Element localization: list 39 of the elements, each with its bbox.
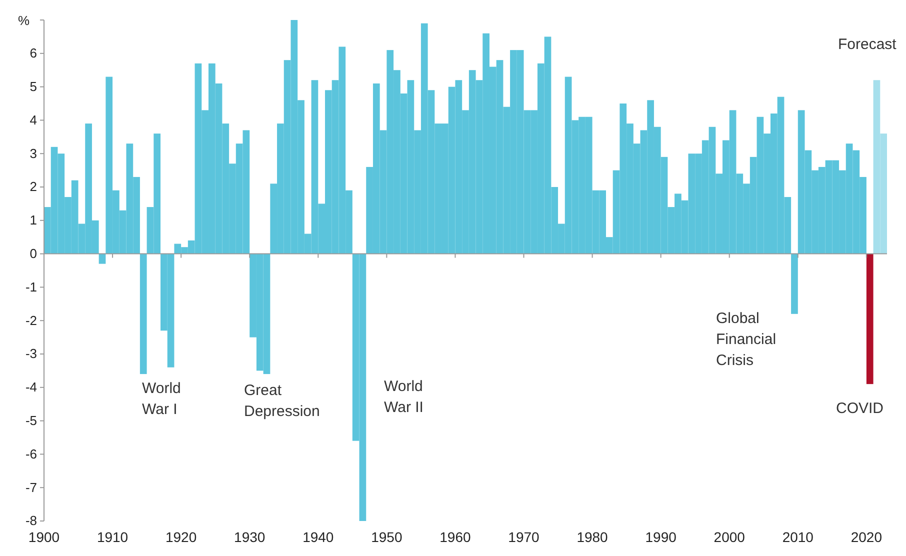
y-tick-label: 1 bbox=[30, 212, 37, 228]
y-tick-label: 3 bbox=[30, 146, 37, 161]
annotation: COVID bbox=[836, 400, 884, 417]
y-tick-label: -4 bbox=[25, 380, 37, 395]
y-tick-label: 2 bbox=[30, 179, 37, 194]
annotation: World War I bbox=[142, 380, 181, 418]
x-tick-label: 1920 bbox=[165, 529, 197, 545]
y-axis-title: % bbox=[18, 13, 30, 28]
y-tick-label: 0 bbox=[30, 246, 37, 261]
y-tick-label: -5 bbox=[25, 412, 37, 428]
annotation: World War II bbox=[384, 378, 424, 416]
x-tick-label: 1990 bbox=[645, 529, 677, 545]
x-tick-label: 1970 bbox=[508, 529, 540, 545]
y-tick-label: 6 bbox=[30, 46, 37, 61]
annotation: Global Financial Crisis bbox=[716, 310, 776, 369]
x-tick-label: 2010 bbox=[782, 529, 814, 545]
y-tick-label: -3 bbox=[25, 346, 37, 362]
bar bbox=[791, 254, 798, 314]
bar bbox=[140, 254, 147, 374]
x-tick-label: 1960 bbox=[440, 529, 471, 545]
x-tick-label: 2020 bbox=[850, 529, 882, 545]
y-tick-label: 5 bbox=[30, 78, 37, 94]
x-tick-label: 1900 bbox=[28, 529, 60, 545]
x-tick-label: 2000 bbox=[714, 529, 746, 545]
x-tick-label: 1950 bbox=[371, 529, 402, 545]
x-tick-label: 1930 bbox=[234, 529, 266, 545]
annotation: Great Depression bbox=[244, 382, 320, 420]
x-tick-label: 1910 bbox=[96, 529, 128, 545]
x-tick-label: 1980 bbox=[576, 529, 608, 545]
annotation: Forecast bbox=[838, 36, 898, 53]
y-tick-label: -6 bbox=[25, 446, 37, 462]
x-tick-label: 1940 bbox=[302, 529, 334, 545]
bar bbox=[866, 254, 874, 384]
y-tick-label: 4 bbox=[30, 112, 37, 128]
y-tick-label: -7 bbox=[25, 480, 37, 495]
y-tick-label: -8 bbox=[25, 513, 37, 528]
y-tick-label: -1 bbox=[25, 279, 37, 294]
y-tick-label: -2 bbox=[25, 312, 37, 328]
bar bbox=[98, 254, 106, 264]
